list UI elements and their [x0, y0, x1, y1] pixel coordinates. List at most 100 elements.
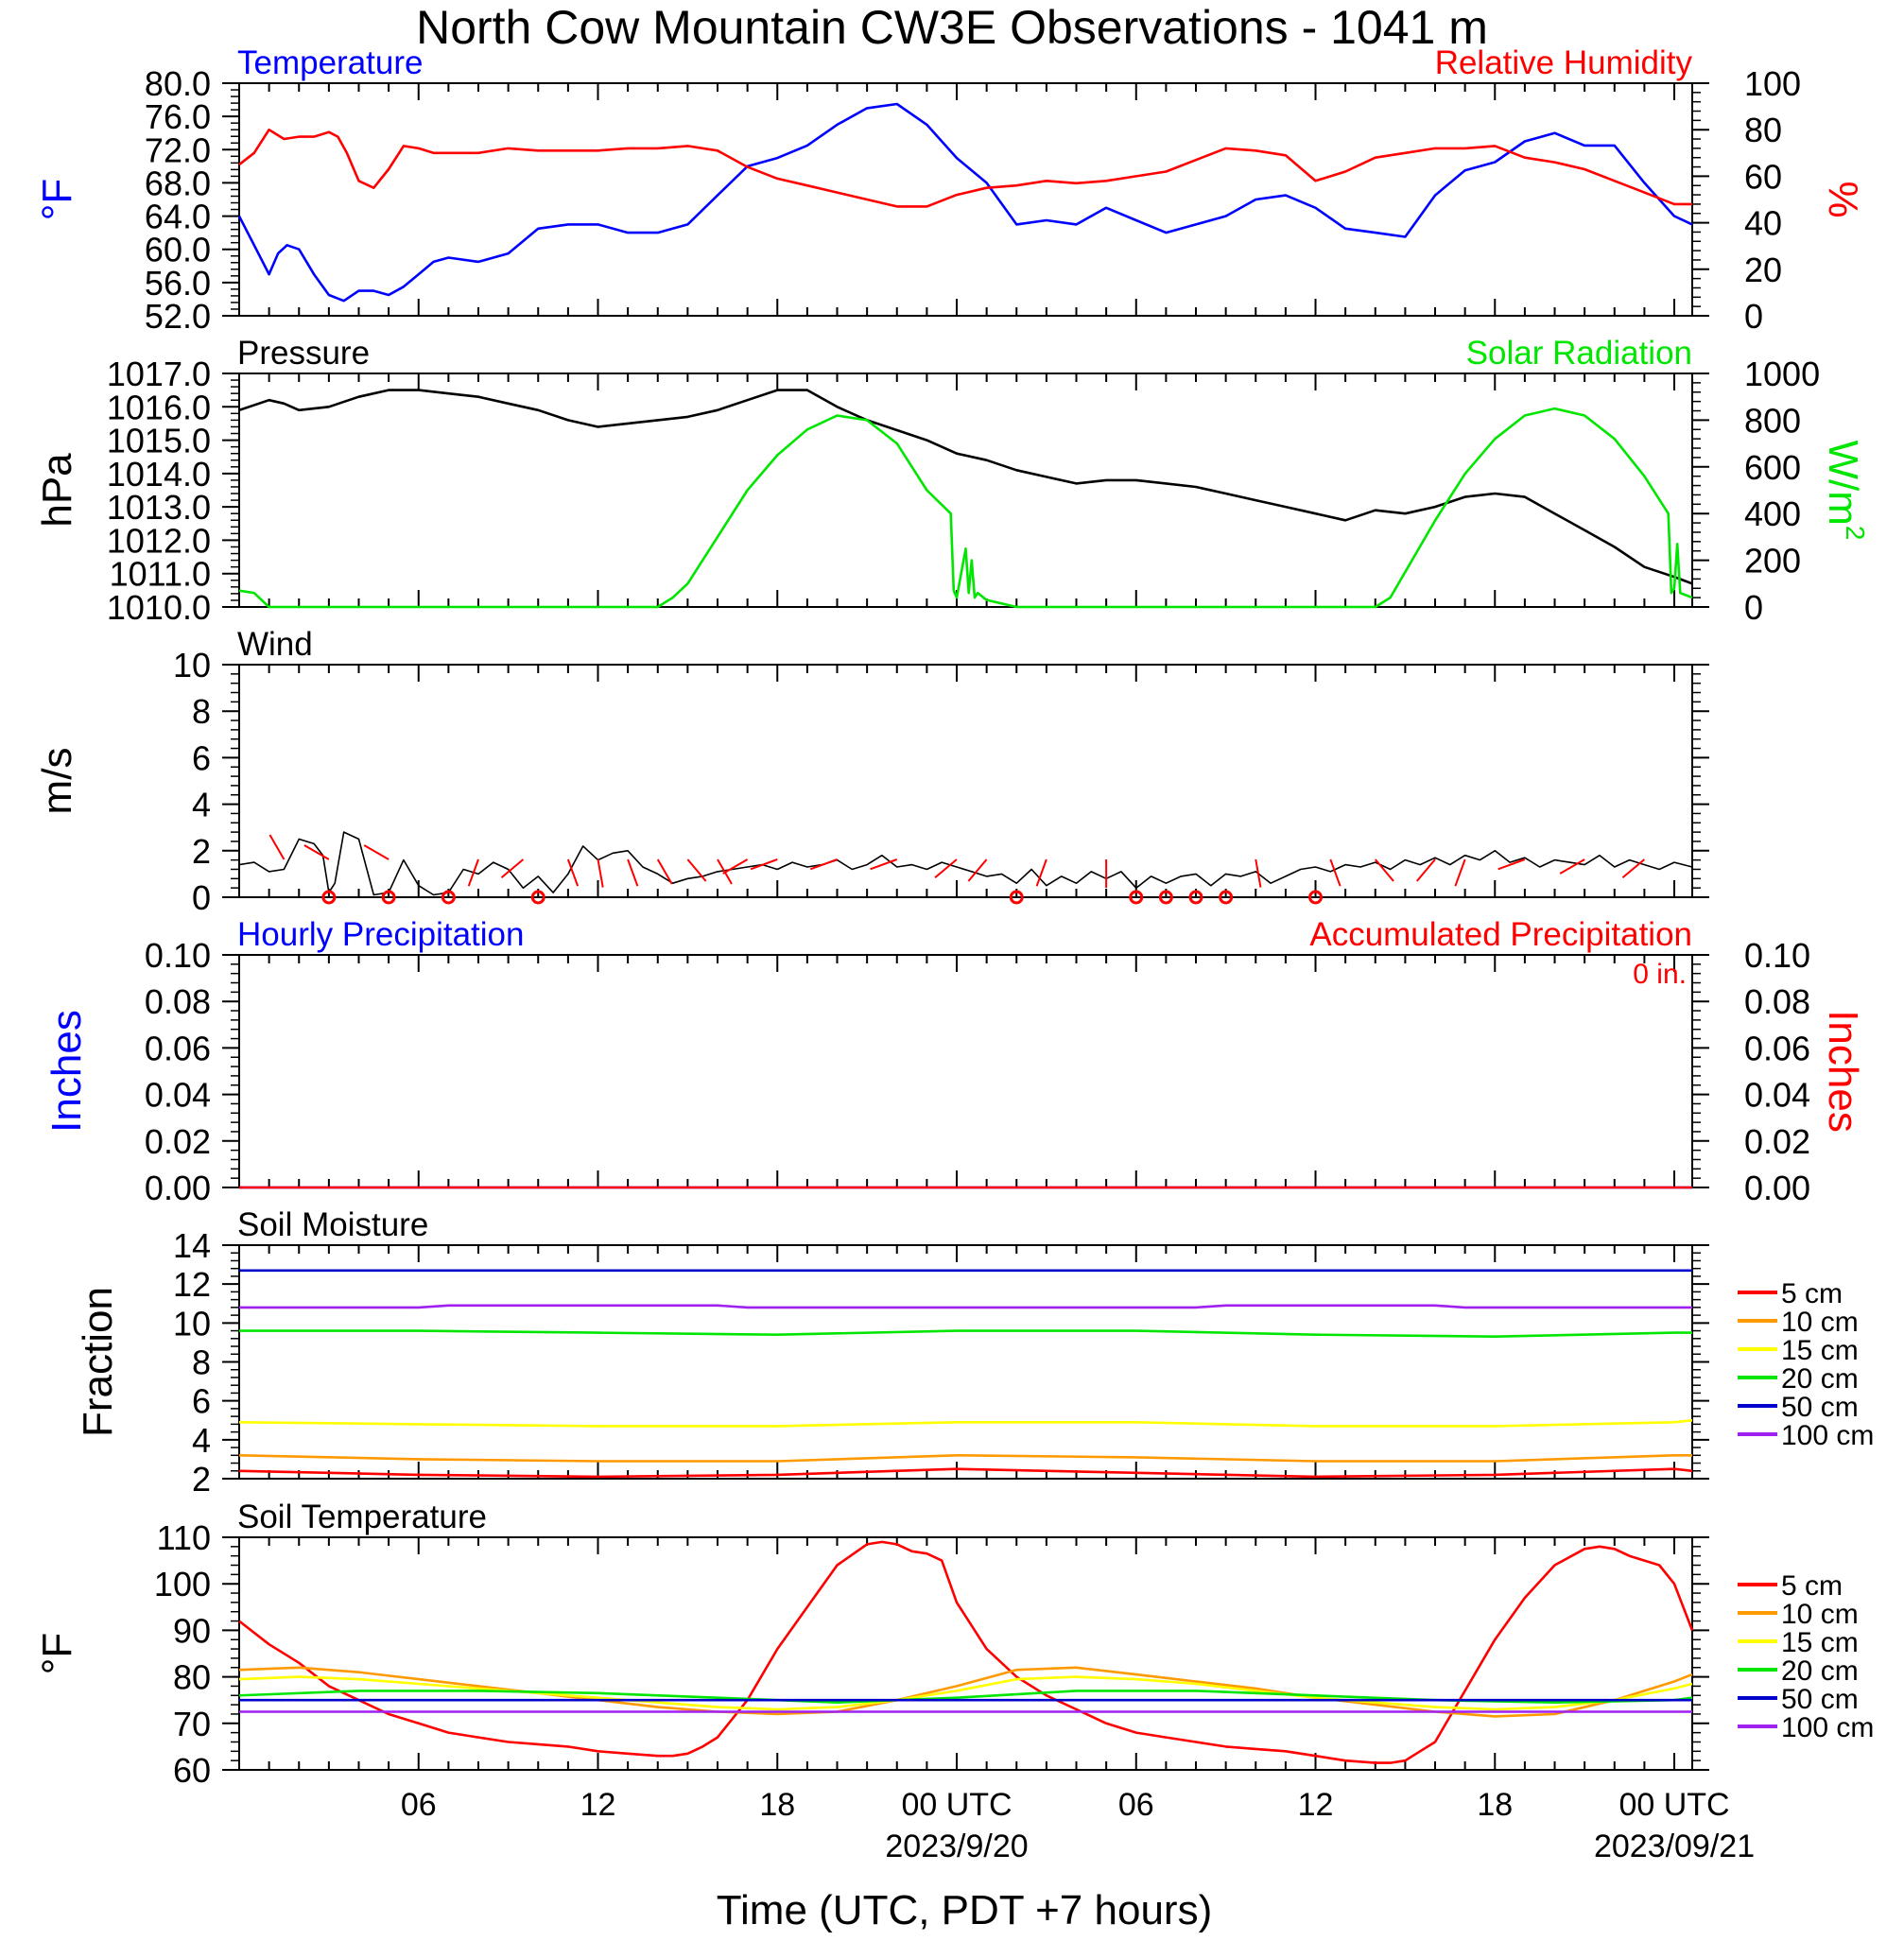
- y-tick-label: 1010.0: [107, 588, 211, 627]
- legend-label: 5 cm: [1781, 1570, 1843, 1602]
- panel-title-left: Temperature: [237, 44, 423, 81]
- panel-title-left: Pressure: [237, 335, 370, 372]
- wind-barb: [1454, 858, 1466, 887]
- y-right-tick-label: 60: [1744, 157, 1782, 196]
- panel-title-right: Relative Humidity: [1435, 44, 1693, 81]
- y-right-tick-label: 0.06: [1744, 1029, 1810, 1067]
- y-tick-label: 70: [173, 1705, 211, 1743]
- series-line-5-cm: [238, 1467, 1693, 1479]
- y-tick-label: 52.0: [145, 297, 211, 336]
- series-line-pressure: [238, 389, 1693, 585]
- series-line-15-cm: [238, 1675, 1693, 1711]
- wind-barb: [467, 858, 479, 887]
- time-tick-label: 06: [1118, 1787, 1154, 1823]
- y-right-tick-label: 800: [1744, 401, 1801, 440]
- series-line-100-cm: [239, 1304, 1692, 1309]
- series-line-solar-radiation: [238, 407, 1693, 609]
- y-right-tick-label: 0.04: [1744, 1076, 1810, 1115]
- wind-barb: [686, 858, 707, 882]
- chart-panels: 80.076.072.068.064.060.056.052.010080604…: [34, 44, 1874, 1790]
- y-tick-label: 1015.0: [107, 422, 211, 460]
- wind-barb: [566, 858, 580, 887]
- calm-wind-marker: [530, 890, 545, 905]
- wind-barb: [500, 858, 525, 879]
- y-tick-label: 14: [173, 1226, 211, 1265]
- calm-wind-marker: [441, 890, 456, 905]
- calm-wind-marker: [1308, 890, 1324, 905]
- plot-frame: [238, 82, 1693, 317]
- y-axis-label-left: hPa: [34, 453, 80, 528]
- plot-frame: [238, 1536, 1693, 1771]
- y-tick-label: 0.00: [145, 1169, 211, 1207]
- y-tick-label: 1017.0: [107, 355, 211, 393]
- y-right-tick-label: 400: [1744, 494, 1801, 533]
- wind-barb: [1621, 858, 1646, 879]
- series-line-wind: [238, 831, 1693, 896]
- y-tick-label: 1013.0: [107, 488, 211, 527]
- y-tick-label: 80: [173, 1658, 211, 1697]
- y-tick-label: 1012.0: [107, 521, 211, 560]
- wind-barb: [1035, 858, 1047, 887]
- series-line-20-cm: [239, 1329, 1692, 1338]
- legend-label: 10 cm: [1781, 1599, 1859, 1630]
- y-axis-label-right: Inches: [1820, 1010, 1866, 1133]
- y-right-tick-label: 600: [1744, 448, 1801, 487]
- y-tick-label: 0.04: [145, 1076, 211, 1115]
- y-tick-label: 60.0: [145, 231, 211, 269]
- wind-barb: [1329, 858, 1341, 887]
- wind-barb: [1497, 858, 1526, 871]
- legend-label: 20 cm: [1781, 1655, 1859, 1687]
- legend-label: 10 cm: [1781, 1307, 1859, 1338]
- series-line-relative-humidity: [238, 128, 1692, 208]
- y-tick-label: 0: [192, 878, 211, 917]
- y-right-tick-label: 20: [1744, 251, 1782, 289]
- wind-barb: [870, 858, 898, 871]
- time-tick-label: 00 UTC: [901, 1787, 1012, 1823]
- panel-title-left: Hourly Precipitation: [237, 916, 524, 953]
- calm-wind-marker: [1129, 890, 1144, 905]
- time-tick-label: 12: [1298, 1787, 1334, 1823]
- panel-title-right: Solar Radiation: [1466, 335, 1692, 372]
- calm-wind-marker: [1188, 890, 1203, 905]
- panel-title-left: Soil Moisture: [237, 1206, 428, 1243]
- y-tick-label: 10: [173, 1304, 211, 1343]
- y-tick-label: 100: [154, 1565, 211, 1603]
- calm-wind-marker: [1009, 890, 1024, 905]
- y-axis-label-left: Fraction: [75, 1287, 121, 1437]
- legend-label: 50 cm: [1781, 1684, 1859, 1715]
- y-tick-label: 80.0: [145, 64, 211, 103]
- calm-wind-marker: [381, 890, 396, 905]
- y-right-tick-label: 0: [1744, 588, 1763, 627]
- y-tick-label: 72.0: [145, 130, 211, 169]
- y-tick-label: 56.0: [145, 264, 211, 303]
- wind-barb: [750, 858, 778, 871]
- panel-temp_rh: 80.076.072.068.064.060.056.052.0 100 80 60 4…: [34, 44, 1866, 336]
- y-tick-label: 6: [192, 1382, 211, 1421]
- y-tick-label: 1014.0: [107, 455, 211, 494]
- plot-frame: [238, 954, 1693, 1188]
- series-line-20-cm: [238, 1690, 1693, 1704]
- wind-barb: [363, 844, 389, 860]
- y-tick-label: 10: [173, 646, 211, 685]
- panel-wind: 10 8 6 4 2 0 Wind m/s: [34, 626, 1709, 917]
- y-tick-label: 4: [192, 1421, 211, 1460]
- y-tick-label: 8: [192, 692, 211, 731]
- series-line-10-cm: [238, 1666, 1693, 1718]
- y-axis-label-left: m/s: [34, 748, 80, 815]
- y-right-tick-label: 0.00: [1744, 1169, 1810, 1207]
- time-tick-label: 12: [580, 1787, 616, 1823]
- legend-label: 15 cm: [1781, 1335, 1859, 1366]
- y-right-tick-label: 0.10: [1744, 936, 1810, 975]
- y-tick-label: 4: [192, 786, 211, 824]
- figure-title: North Cow Mountain CW3E Observations - 1…: [416, 1, 1488, 54]
- series-line-15-cm: [238, 1419, 1693, 1428]
- legend-label: 50 cm: [1781, 1392, 1859, 1423]
- accumulated-total-label: 0 in.: [1633, 959, 1687, 990]
- plot-frame: [238, 664, 1693, 898]
- calm-wind-marker: [1219, 890, 1234, 905]
- time-tick-label: 18: [759, 1787, 795, 1823]
- wind-barb: [934, 858, 958, 879]
- y-right-tick-label: 0.02: [1744, 1122, 1810, 1161]
